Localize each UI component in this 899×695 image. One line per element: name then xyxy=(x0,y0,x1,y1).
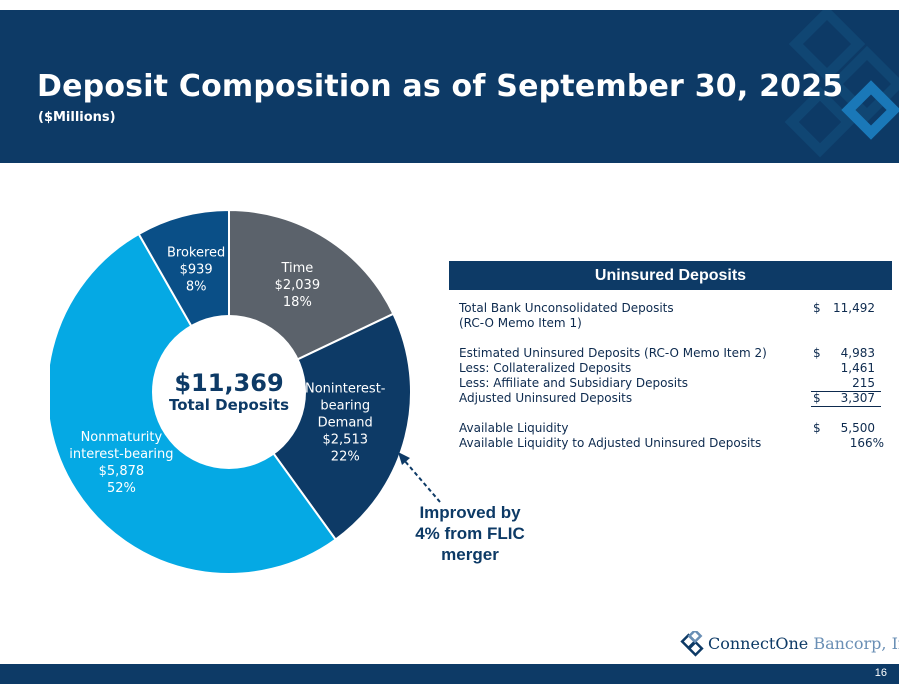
uninsured-deposits-header: Uninsured Deposits xyxy=(449,261,892,290)
row-label: Less: Affiliate and Subsidiary Deposits xyxy=(459,376,689,390)
annotation-line: merger xyxy=(441,545,499,564)
slice-label: 22% xyxy=(331,450,360,465)
row-currency: $ xyxy=(813,391,821,405)
center-total-label: Total Deposits xyxy=(169,396,289,414)
row-label: Estimated Uninsured Deposits (RC-O Memo … xyxy=(459,346,767,360)
slice-label: 18% xyxy=(283,295,312,310)
slice-label: $2,039 xyxy=(275,278,321,293)
slice-label: bearing xyxy=(320,399,370,414)
row-currency: $ xyxy=(813,301,821,315)
decorative-diamonds xyxy=(784,10,899,158)
connectone-logo-mark xyxy=(680,631,704,657)
slice-label: $939 xyxy=(180,262,213,277)
annotation-line: Improved by xyxy=(419,503,521,522)
row-value: 166% xyxy=(849,436,884,450)
row-value: 3,307 xyxy=(840,391,875,405)
slice-label: Demand xyxy=(318,416,373,431)
row-label: (RC-O Memo Item 1) xyxy=(459,316,582,330)
annotation-text: Improved by 4% from FLIC merger xyxy=(400,502,540,565)
annotation-line: 4% from FLIC xyxy=(415,524,525,543)
connectone-logo-text: ConnectOne Bancorp, Inc. xyxy=(708,634,899,653)
row-label: Available Liquidity to Adjusted Uninsure… xyxy=(459,436,762,450)
row-label: Adjusted Uninsured Deposits xyxy=(459,391,633,405)
footer-bar: 16 xyxy=(0,664,899,684)
row-value: 4,983 xyxy=(840,346,875,360)
total-rule xyxy=(811,406,881,407)
logo-suffix: Bancorp, Inc. xyxy=(813,634,899,653)
deposit-donut-chart: Time $2,039 18% Noninterest-bearing Demand $2… xyxy=(50,208,412,575)
row-label: Available Liquidity xyxy=(459,421,569,435)
pie-slice xyxy=(227,312,412,541)
row-label: Less: Collateralized Deposits xyxy=(459,361,632,375)
subtotal-rule xyxy=(811,391,881,392)
row-value: 11,492 xyxy=(833,301,875,315)
row-value: 215 xyxy=(852,376,875,390)
slice-label: Brokered xyxy=(167,245,225,260)
row-currency: $ xyxy=(813,346,821,360)
slice-label: 52% xyxy=(107,481,136,496)
row-value: 1,461 xyxy=(840,361,875,375)
page-subtitle: ($Millions) xyxy=(38,110,116,125)
logo-name: ConnectOne xyxy=(708,634,809,653)
row-value: 5,500 xyxy=(840,421,875,435)
page-number: 16 xyxy=(874,667,887,679)
annotation-arrow xyxy=(398,452,441,503)
header-banner: Deposit Composition as of September 30, … xyxy=(0,10,899,163)
slice-label: Time xyxy=(280,261,313,276)
slice-label: Noninterest- xyxy=(305,382,386,397)
slice-label: interest-bearing xyxy=(69,447,173,462)
donut-hole xyxy=(152,315,306,469)
page-title: Deposit Composition as of September 30, … xyxy=(37,69,844,104)
slice-label: 8% xyxy=(186,279,207,294)
slice-label: $2,513 xyxy=(323,433,369,448)
row-label: Total Bank Unconsolidated Deposits xyxy=(459,301,674,315)
slice-label: Nonmaturity xyxy=(81,430,163,445)
center-total-value: $11,369 xyxy=(174,369,283,397)
row-currency: $ xyxy=(813,421,821,435)
slice-label: $5,878 xyxy=(99,464,144,479)
